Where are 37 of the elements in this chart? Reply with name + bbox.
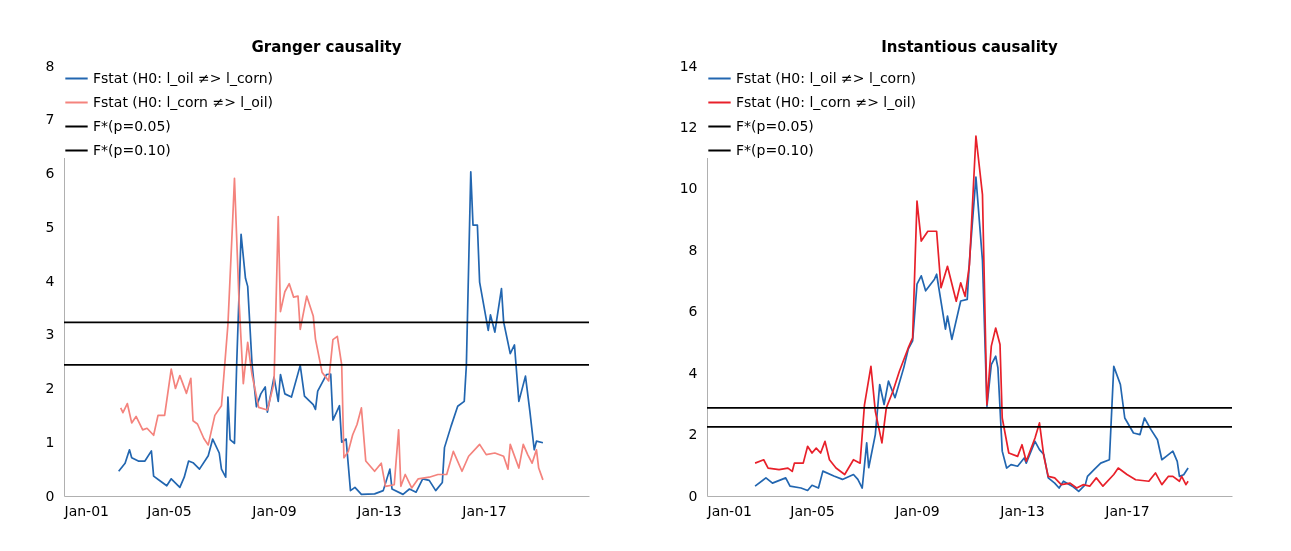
x-tick-label: Jan-09 — [251, 502, 297, 519]
legend-label: F*(p=0.10) — [736, 141, 814, 158]
y-tick-label: 6 — [688, 303, 698, 320]
y-tick-label: 10 — [679, 180, 698, 197]
legend-label: F*(p=0.05) — [736, 117, 814, 134]
legend-label: F*(p=0.05) — [93, 117, 171, 134]
x-tick-label: Jan-09 — [894, 502, 940, 519]
x-tick-label: Jan-13 — [999, 502, 1045, 519]
chart-title: Instantious causality — [881, 38, 1058, 56]
y-tick-label: 0 — [688, 487, 698, 504]
y-tick-label: 4 — [688, 364, 698, 381]
x-tick-label: Jan-01 — [63, 502, 109, 519]
y-tick-label: 2 — [688, 426, 698, 443]
x-tick-label: Jan-05 — [146, 502, 192, 519]
legend-label: Fstat (H0: l_oil ≠> l_corn) — [736, 69, 917, 86]
chart-title: Granger causality — [251, 38, 402, 56]
legend-label: Fstat (H0: l_oil ≠> l_corn) — [93, 69, 274, 86]
legend-label: Fstat (H0: l_corn ≠> l_oil) — [736, 93, 917, 110]
y-tick-label: 3 — [45, 326, 55, 343]
y-tick-label: 4 — [45, 272, 55, 289]
y-tick-label: 8 — [688, 241, 698, 258]
x-tick-label: Jan-05 — [789, 502, 835, 519]
legend-label: F*(p=0.10) — [93, 141, 171, 158]
legend-label: Fstat (H0: l_corn ≠> l_oil) — [93, 93, 274, 110]
y-tick-label: 6 — [45, 165, 55, 181]
y-tick-label: 5 — [45, 218, 55, 235]
y-tick-label: 14 — [679, 57, 698, 74]
y-tick-label: 12 — [679, 118, 698, 135]
y-tick-label: 1 — [45, 433, 55, 450]
y-tick-label: 2 — [45, 380, 55, 396]
x-tick-label: Jan-01 — [706, 502, 752, 519]
y-tick-label: 7 — [45, 111, 55, 128]
x-tick-label: Jan-17 — [461, 502, 507, 519]
x-tick-label: Jan-17 — [1104, 502, 1150, 519]
y-tick-label: 0 — [45, 487, 55, 504]
x-tick-label: Jan-13 — [356, 502, 402, 519]
y-tick-label: 8 — [45, 57, 55, 74]
